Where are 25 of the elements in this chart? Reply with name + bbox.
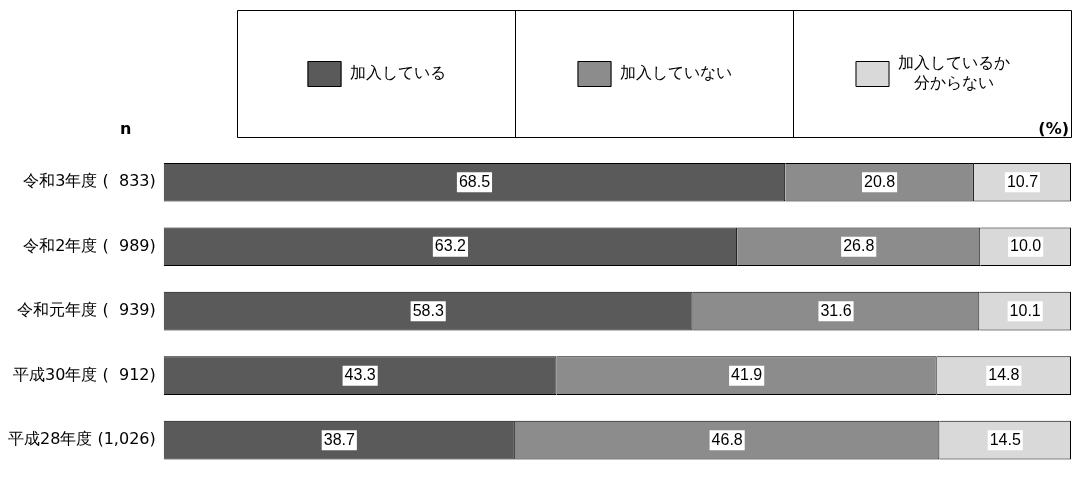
data-label: 63.2 — [434, 237, 467, 255]
data-label: 41.9 — [731, 366, 763, 384]
legend-label: 加入している — [349, 63, 446, 83]
data-label: 10.0 — [1010, 237, 1042, 255]
data-label: 10.7 — [1006, 172, 1039, 190]
data-label: 26.8 — [843, 237, 875, 255]
data-label: 31.6 — [820, 301, 852, 319]
data-label: 10.1 — [1009, 301, 1041, 319]
text: n — [120, 119, 132, 139]
data-label: 46.8 — [711, 430, 743, 448]
data-label: 58.3 — [412, 301, 444, 319]
y-tick-label: 平成30年度 ( 912) — [13, 364, 156, 384]
legend-label: 加入しているか分からない — [897, 53, 1010, 93]
y-tick-label: 令和3年度 ( 833) — [23, 171, 156, 191]
data-label: 14.5 — [989, 430, 1021, 448]
data-label: 68.5 — [458, 172, 491, 190]
data-label: 43.3 — [344, 366, 376, 384]
legend-label: 加入していない — [619, 63, 732, 83]
y-tick-label: 令和2年度 ( 989) — [23, 235, 156, 255]
data-label: 38.7 — [323, 430, 355, 448]
y-tick-label: 令和元年度 ( 939) — [17, 300, 156, 320]
data-label: 20.8 — [864, 172, 896, 190]
data-label: 14.8 — [988, 366, 1020, 384]
y-tick-label: 平成28年度 (1,026) — [8, 429, 156, 449]
text: (%) — [1038, 119, 1069, 139]
